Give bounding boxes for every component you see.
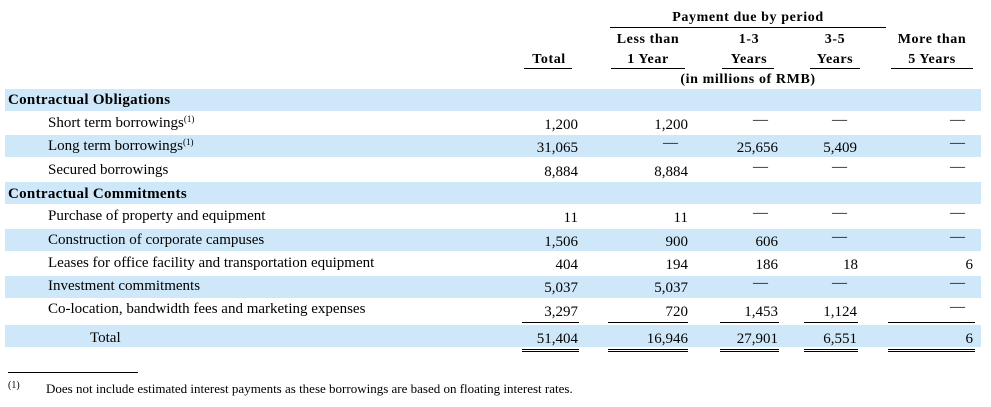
cell-gt5: — <box>950 229 965 245</box>
cell-3to5: — <box>832 112 847 128</box>
cell-total: 1,506 <box>544 234 578 250</box>
period-title-underline <box>610 27 886 28</box>
total-cell-gt5: 6 <box>965 331 974 347</box>
cell-1to3: — <box>753 112 768 128</box>
total-double-underline <box>720 349 779 352</box>
col-header-3to5-line1: 3-5 <box>824 32 846 47</box>
col-header-lt1-line2: 1 Year <box>627 52 669 67</box>
row-label: Purchase of property and equipment <box>48 208 266 224</box>
cell-gt5: — <box>950 112 965 128</box>
row-band <box>5 229 981 251</box>
cell-3to5: — <box>832 229 847 245</box>
header-underline-lt1 <box>611 68 685 69</box>
row-band <box>5 135 981 157</box>
cell-lt1: 5,037 <box>654 280 688 296</box>
cell-total: 5,037 <box>544 280 578 296</box>
header-underline-gt5 <box>891 68 973 69</box>
row-label: Short term borrowings(1) <box>48 114 195 132</box>
header-underline-total <box>524 68 572 69</box>
cell-1to3: — <box>753 205 768 221</box>
col-header-3to5-line2: Years <box>816 52 854 67</box>
footnote-mark: (1) <box>8 380 20 391</box>
col-header-1to3-line1: 1-3 <box>738 32 760 47</box>
section-title-obligations: Contractual Obligations <box>8 92 171 108</box>
cell-gt5: 6 <box>965 257 974 273</box>
row-label: Construction of corporate campuses <box>48 232 265 248</box>
cell-lt1: 900 <box>665 234 689 250</box>
cell-gt5: — <box>950 299 965 315</box>
cell-gt5: — <box>950 275 965 291</box>
total-cell-3to5: 6,551 <box>823 331 857 347</box>
footnote-ref: (1) <box>182 137 194 147</box>
cell-total: 11 <box>563 210 578 226</box>
cell-1to3: 1,453 <box>744 304 778 320</box>
footnote-separator <box>8 372 138 373</box>
cell-1to3: — <box>753 159 768 175</box>
total-double-underline <box>522 349 579 352</box>
subtotal-underline <box>608 322 688 323</box>
period-title: Payment due by period <box>672 10 824 25</box>
footnote-ref: (1) <box>183 114 195 124</box>
footnote-text: Does not include estimated interest paym… <box>46 381 573 396</box>
total-cell-lt1: 16,946 <box>646 331 688 347</box>
unit-note: (in millions of RMB) <box>680 72 816 87</box>
cell-gt5: — <box>950 135 965 151</box>
cell-3to5: — <box>832 275 847 291</box>
subtotal-underline <box>720 322 779 323</box>
row-band <box>5 182 981 204</box>
cell-lt1: 8,884 <box>654 164 688 180</box>
cell-total: 1,200 <box>544 117 578 133</box>
cell-1to3: — <box>753 275 768 291</box>
cell-1to3: 25,656 <box>736 140 778 156</box>
cell-gt5: — <box>950 159 965 175</box>
subtotal-underline <box>888 322 975 323</box>
row-label: Secured borrowings <box>48 162 169 178</box>
total-cell-1to3: 27,901 <box>736 331 778 347</box>
row-label: Leases for office facility and transport… <box>48 255 375 271</box>
cell-3to5: 5,409 <box>823 140 857 156</box>
col-header-1to3-line2: Years <box>730 52 768 67</box>
subtotal-underline <box>804 322 858 323</box>
cell-3to5: 18 <box>843 257 858 273</box>
total-double-underline <box>888 349 975 352</box>
col-header-gt5-line2: 5 Years <box>908 52 956 67</box>
cell-total: 3,297 <box>544 304 578 320</box>
total-label: Total <box>90 330 121 346</box>
cell-lt1: — <box>663 135 678 151</box>
cell-total: 404 <box>555 257 579 273</box>
row-band <box>5 276 981 298</box>
header-underline-3to5 <box>810 68 860 69</box>
cell-1to3: 606 <box>755 234 779 250</box>
cell-1to3: 186 <box>755 257 779 273</box>
cell-3to5: 1,124 <box>823 304 857 320</box>
cell-3to5: — <box>832 159 847 175</box>
row-band <box>5 89 981 111</box>
cell-total: 8,884 <box>544 164 578 180</box>
cell-lt1: 720 <box>665 304 689 320</box>
row-label: Co-location, bandwidth fees and marketin… <box>48 301 366 317</box>
col-header-gt5-line1: More than <box>897 32 967 47</box>
subtotal-underline <box>522 322 579 323</box>
header-underline-1to3 <box>722 68 774 69</box>
total-double-underline <box>608 349 688 352</box>
row-band <box>5 325 981 347</box>
cell-lt1: 194 <box>665 257 689 273</box>
col-header-total: Total <box>532 52 566 67</box>
cell-lt1: 11 <box>673 210 688 226</box>
cell-3to5: — <box>832 205 847 221</box>
col-header-lt1-line1: Less than <box>616 32 680 47</box>
cell-gt5: — <box>950 205 965 221</box>
cell-lt1: 1,200 <box>654 117 688 133</box>
cell-total: 31,065 <box>536 140 578 156</box>
total-cell-total: 51,404 <box>536 331 578 347</box>
row-label: Long term borrowings(1) <box>48 137 194 155</box>
section-title-commitments: Contractual Commitments <box>8 186 187 202</box>
row-label: Investment commitments <box>48 278 201 294</box>
total-double-underline <box>804 349 858 352</box>
